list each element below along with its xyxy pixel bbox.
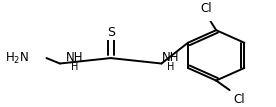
Text: H: H [71, 62, 78, 72]
Text: Cl: Cl [233, 93, 245, 106]
Text: S: S [107, 26, 115, 39]
Text: NH: NH [162, 51, 180, 64]
Text: H$_2$N: H$_2$N [5, 51, 29, 66]
Text: Cl: Cl [201, 2, 212, 15]
Text: H: H [168, 62, 175, 72]
Text: NH: NH [65, 51, 83, 64]
